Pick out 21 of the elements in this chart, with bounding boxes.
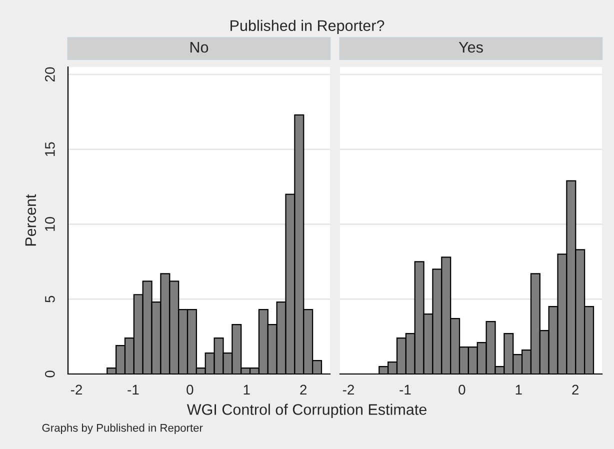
chart-title: No <box>190 42 208 53</box>
y-axis-title: Percent <box>25 194 36 246</box>
y-tick-label: 15 <box>45 142 55 156</box>
text: Graphs by Published in Reporter <box>42 424 203 434</box>
x-tick-label: -1 <box>400 384 411 394</box>
y-tick-label: 10 <box>45 217 55 231</box>
x-axis-title: WGI Control of Corruption Estimate <box>186 404 426 418</box>
x-tick-label: 2 <box>300 384 307 394</box>
x-tick-label: 0 <box>458 384 466 395</box>
x-tick-label: -1 <box>128 384 139 394</box>
x-tick-label: -2 <box>70 384 82 394</box>
x-tick-label: 1 <box>244 384 250 394</box>
y-tick-label: 0 <box>45 370 55 378</box>
y-tick-label: 5 <box>45 296 55 302</box>
x-tick-label: 2 <box>572 384 579 394</box>
x-tick-label: -2 <box>342 384 354 394</box>
x-tick-label: 1 <box>516 384 522 394</box>
y-tick-label: 20 <box>45 67 55 82</box>
chart-title: Yes <box>458 42 483 53</box>
x-tick-label: 0 <box>186 384 194 395</box>
text: Published in Reporter? <box>230 20 384 34</box>
